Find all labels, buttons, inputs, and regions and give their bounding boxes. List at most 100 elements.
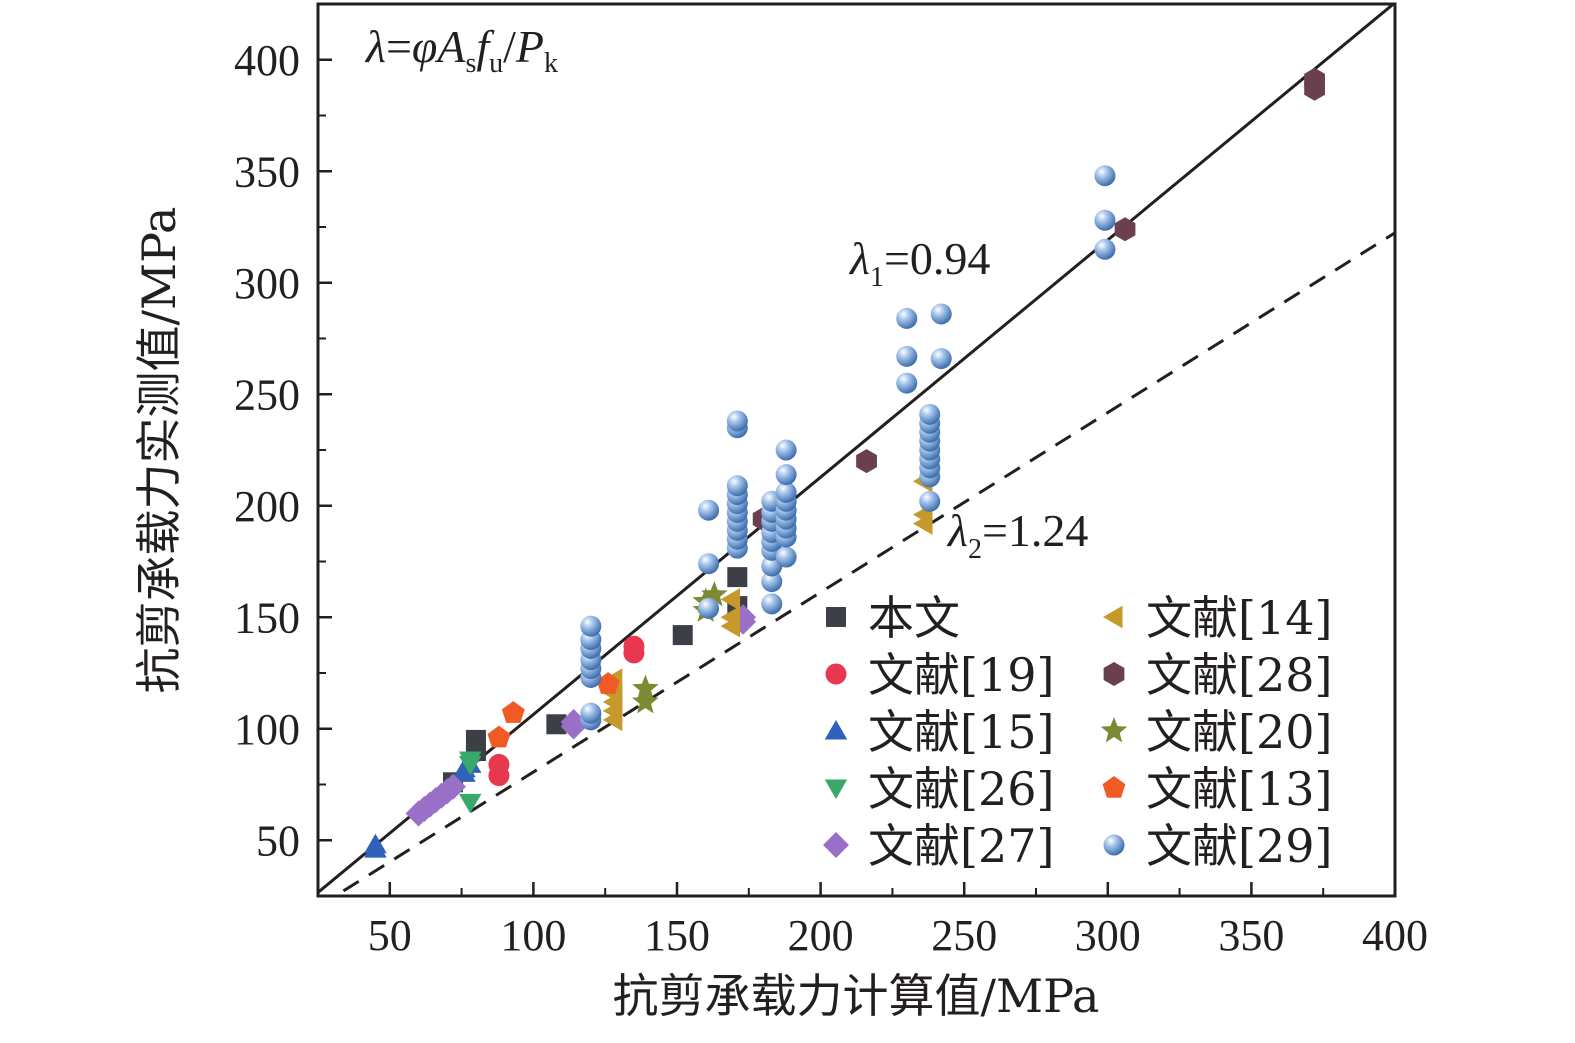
data-point [698,499,720,521]
legend-label-2: 文献[15] [868,705,1054,759]
legend-marker-0 [826,607,846,627]
legend-label-3: 文献[26] [868,762,1054,816]
data-point [596,672,620,694]
data-point [364,838,387,858]
lambda1-sub: 1 [870,262,884,293]
data-point [501,701,525,723]
legend-label-8: 文献[13] [1146,762,1332,816]
data-point [560,709,587,736]
data-point [1094,238,1116,260]
data-point [458,793,482,814]
axes: 50 100 150 200 250 300 350 400 50 100 150 200 250 300… [234,36,1428,960]
data-point [896,345,918,367]
data-point [930,303,952,325]
legend-marker-9 [1103,834,1125,856]
legend-label-0: 本文 [868,591,960,645]
data-point [632,687,659,714]
data-point [775,439,797,461]
lambda1-symbol: λ [848,233,870,284]
data-point [720,605,741,629]
legend-label-6: 文献[28] [1146,648,1332,702]
legend-label-7: 文献[20] [1146,705,1332,759]
y-tick-label: 300 [234,259,300,308]
legend-marker-4 [823,832,849,858]
data-point [856,449,877,474]
data-point [580,702,602,724]
data-point [896,372,918,394]
formula-eq: = [386,21,412,72]
data-point [896,307,918,329]
y-tick-label: 200 [234,482,300,531]
series-6 [752,67,1325,532]
data-points [364,67,1325,858]
lambda2-label: λ2=1.24 [946,505,1088,565]
data-point [672,625,693,646]
fit-line-2 [332,231,1395,896]
formula-lambda: λ [364,21,386,72]
data-point [1114,217,1136,242]
data-point [775,481,797,503]
data-point [775,546,797,568]
formula-slash: / [503,21,516,72]
legend-marker-8 [1102,776,1126,798]
y-tick-label: 150 [234,593,300,642]
x-tick-label: 400 [1362,911,1428,960]
y-tick-label: 50 [256,816,300,865]
data-point [775,464,797,486]
formula-f-sub: u [489,48,503,79]
x-tick-label: 50 [368,911,412,960]
lambda2-value: =1.24 [982,505,1088,556]
legend-marker-5 [1103,605,1123,629]
data-point [632,674,659,700]
y-tick-label: 100 [234,705,300,754]
x-axis-title: 抗剪承载力计算值/MPa [613,969,1100,1023]
data-point [458,751,482,771]
x-tick-label: 350 [1218,911,1284,960]
formula-phi: φ [412,21,437,72]
formula-a: A [434,21,466,72]
legend-marker-1 [825,663,847,685]
legend-marker-3 [824,779,848,799]
series-9 [580,165,1116,731]
x-tick-label: 150 [644,911,710,960]
series-1 [488,635,645,787]
data-point [761,571,783,593]
legend-label-4: 文献[27] [868,819,1054,873]
data-point [546,714,567,735]
series-3 [458,751,482,814]
y-axis-title: 抗剪承载力实测值/MPa [132,207,186,694]
data-point [1094,165,1116,187]
data-point [1094,209,1116,231]
lambda1-label: λ1=0.94 [848,233,990,293]
data-point [701,580,728,607]
legend: 本文 文献[19] 文献[15] 文献[26] 文献[27] 文献[14] 文献… [823,591,1332,873]
lambda2-sub: 2 [968,534,982,565]
x-tick-label: 250 [931,911,997,960]
data-point [487,725,511,748]
data-point [698,553,720,575]
legend-marker-7 [1100,717,1128,743]
lambda1-value: =0.94 [884,233,990,284]
data-point [761,593,783,615]
legend-marker-6 [1103,662,1125,686]
legend-marker-2 [824,720,848,740]
formula-annotation: λ=φAsfu/Pk [364,21,558,79]
legend-label-5: 文献[14] [1146,591,1332,645]
series-4 [405,604,757,827]
data-point [726,410,748,432]
x-tick-label: 200 [788,911,854,960]
data-point [720,588,741,611]
x-tick-label: 100 [500,911,566,960]
y-tick-label: 250 [234,370,300,419]
formula-a-sub: s [465,48,476,79]
y-tick-label: 350 [234,147,300,196]
formula-p-sub: k [544,48,558,79]
data-point [488,765,510,787]
y-tick-label: 400 [234,36,300,85]
data-point [439,773,466,800]
data-point [726,475,748,497]
formula-p: P [515,21,544,72]
legend-label-9: 文献[29] [1146,819,1332,873]
data-point [919,403,941,425]
